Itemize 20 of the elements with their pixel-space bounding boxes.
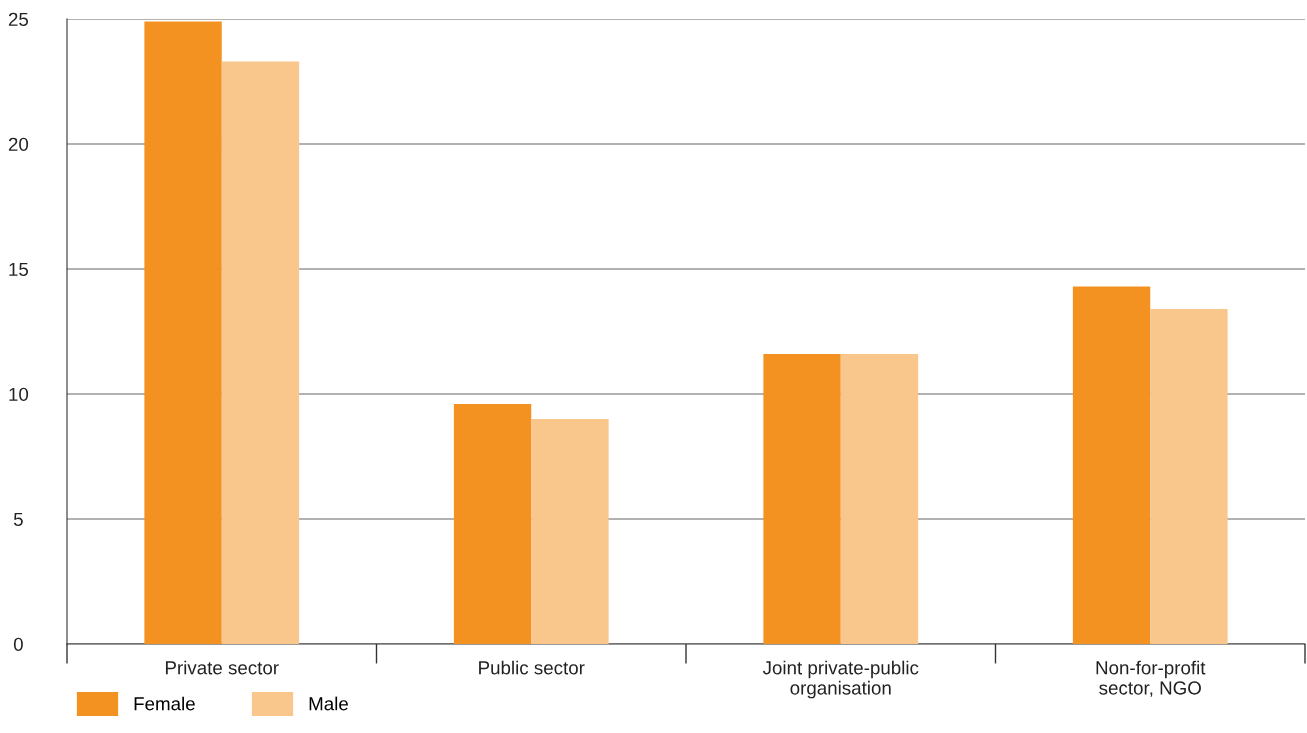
- y-tick-label: 15: [9, 262, 29, 276]
- x-tick-label: Non-for-profit sector, NGO: [1096, 660, 1206, 697]
- bar: [1072, 286, 1151, 644]
- y-tick-label: 5: [13, 512, 23, 526]
- bar: [840, 354, 919, 644]
- bar: [531, 419, 609, 644]
- bar: [221, 61, 300, 644]
- x-tick-label: Joint private-public organisation: [762, 660, 919, 699]
- y-tick-label: 0: [13, 637, 23, 651]
- y-tick-label: 10: [9, 387, 29, 401]
- bar: [144, 21, 222, 644]
- bar: [453, 404, 532, 644]
- y-tick-label: 25: [8, 12, 29, 26]
- y-tick-label: 20: [8, 137, 29, 151]
- bar: [1150, 309, 1228, 644]
- bar: [763, 354, 841, 644]
- x-tick-label: Public sector: [479, 660, 585, 675]
- legend-label: Female: [134, 696, 195, 711]
- x-tick-label: Private sector: [165, 660, 279, 675]
- legend-label: Male: [309, 696, 348, 711]
